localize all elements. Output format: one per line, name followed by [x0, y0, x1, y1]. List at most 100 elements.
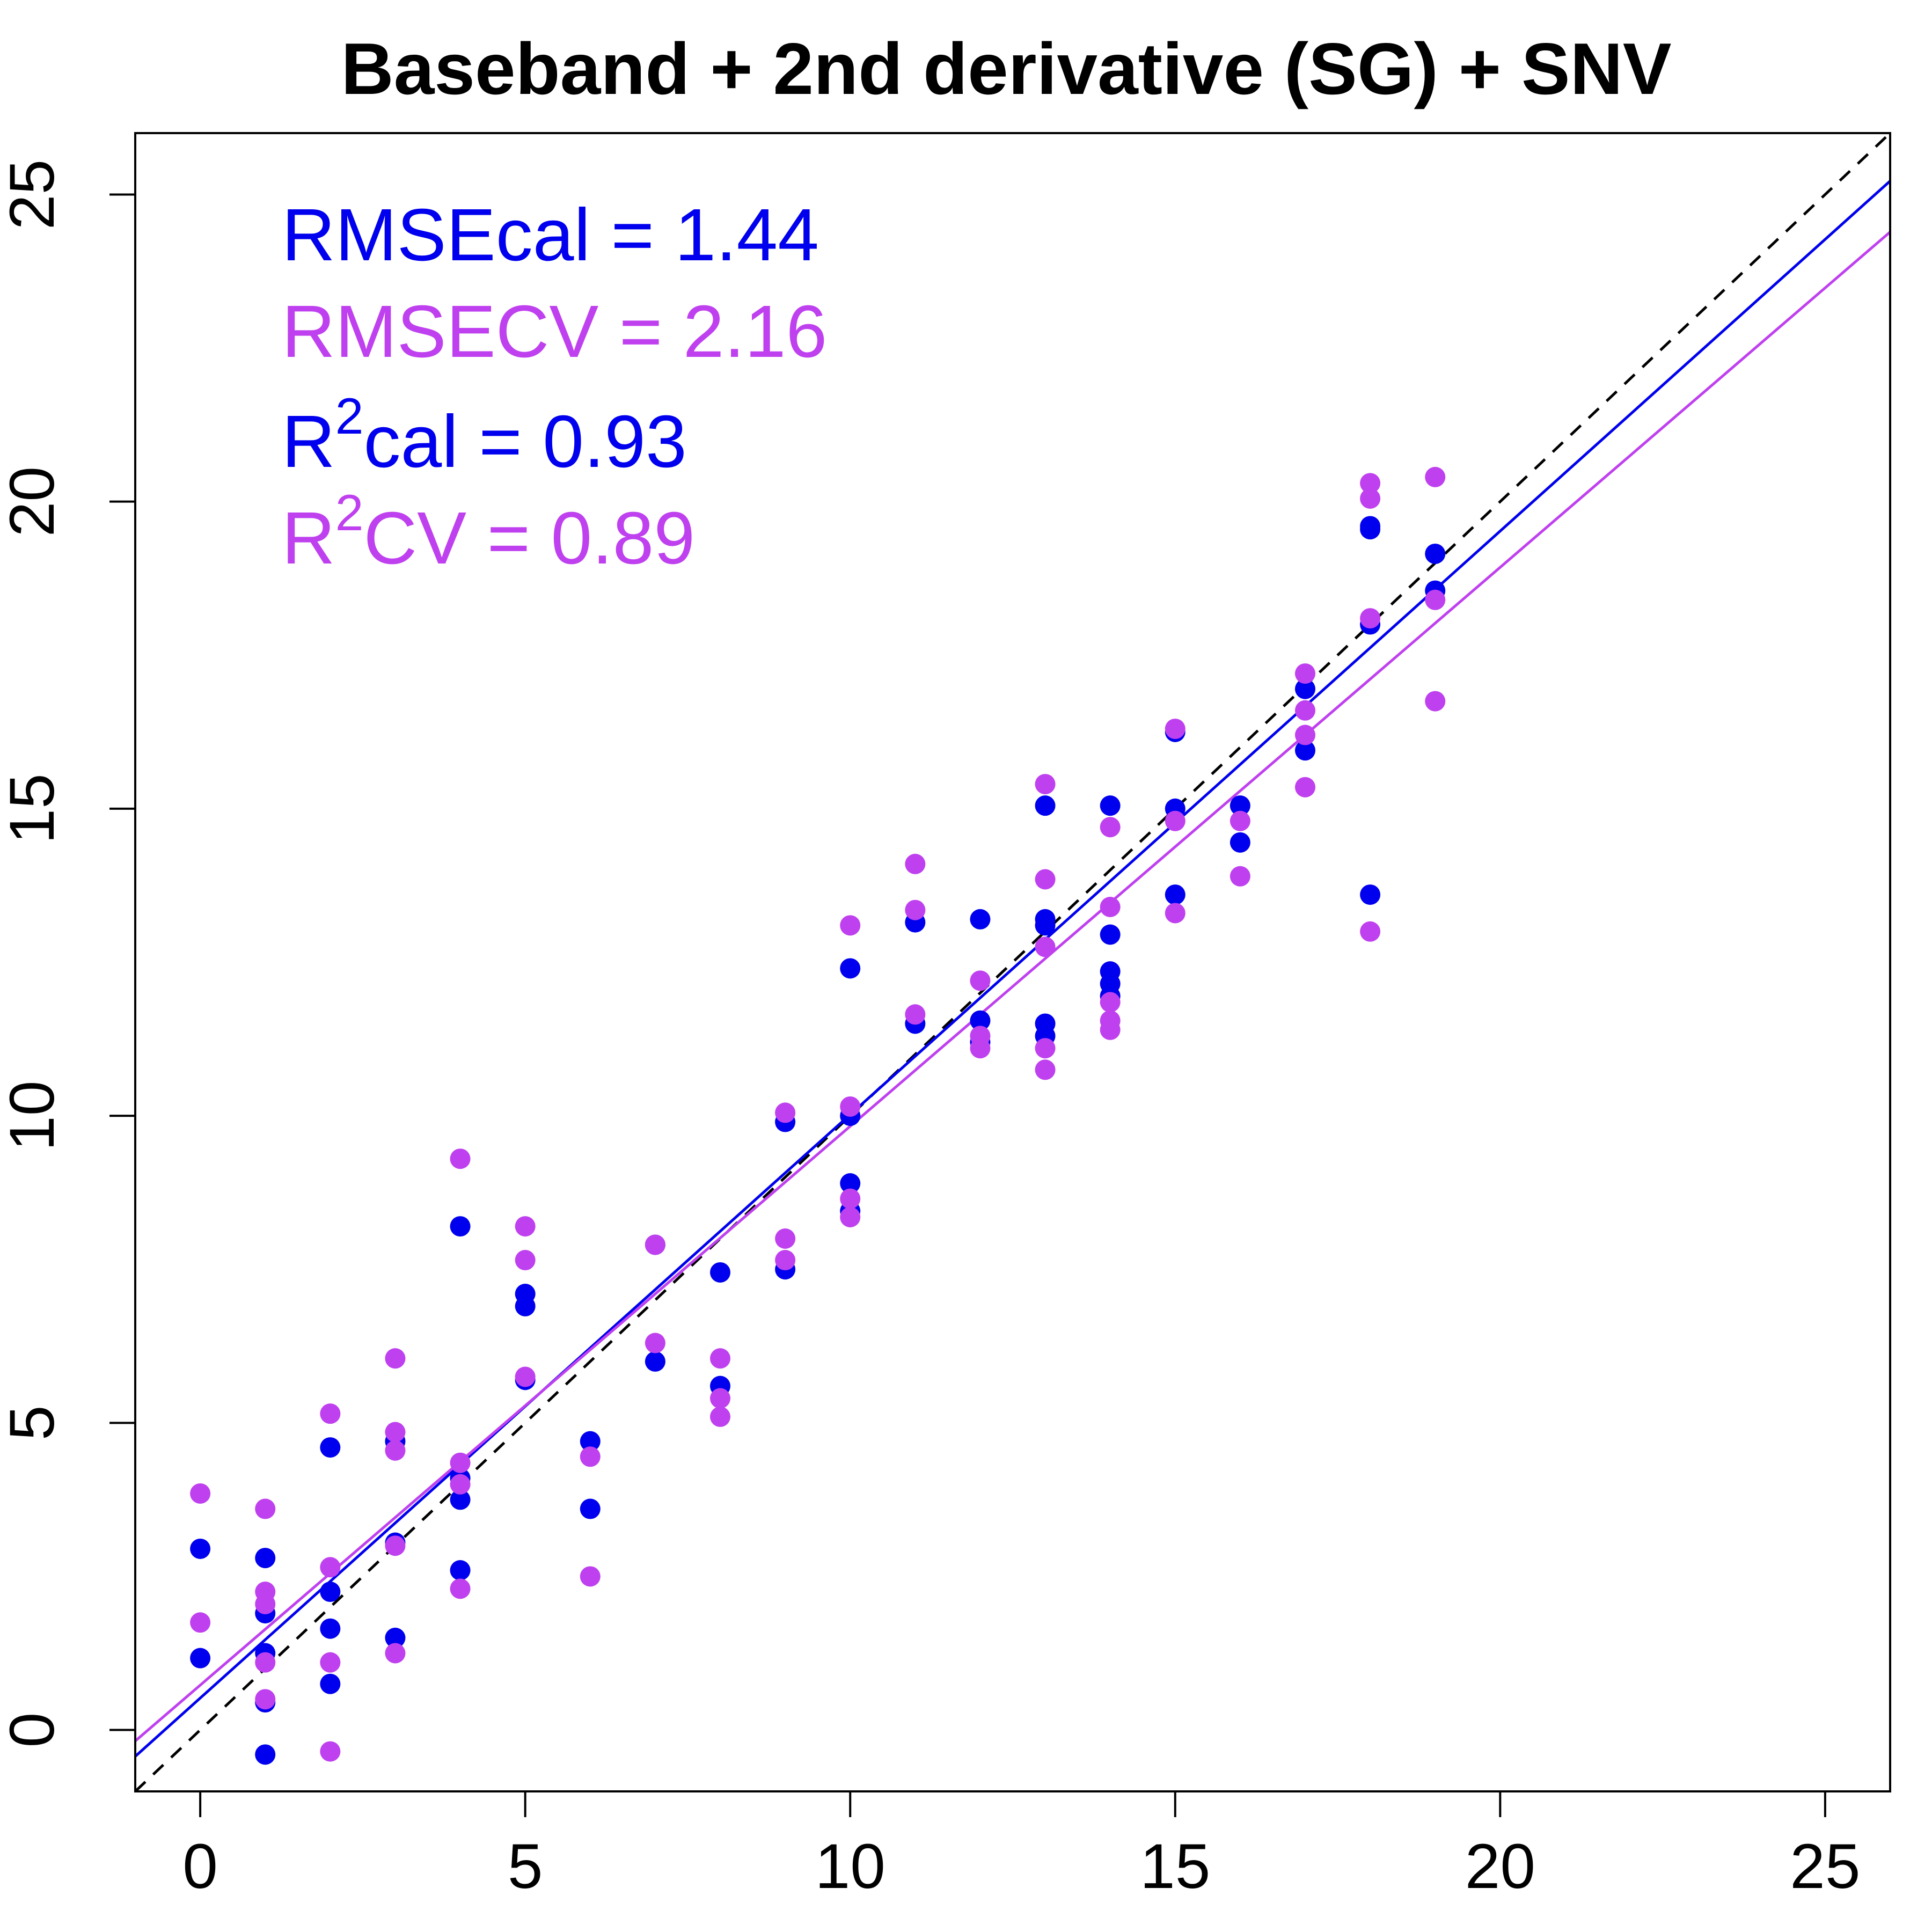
cv-point — [840, 1188, 861, 1209]
r2-cv-prefix: R — [282, 497, 335, 580]
cal-fit-line — [135, 180, 1890, 1758]
cal-point — [1035, 915, 1056, 936]
x-tick-label: 10 — [815, 1831, 885, 1902]
cal-point — [190, 1538, 211, 1559]
cv-point — [775, 1228, 796, 1249]
cv-point — [385, 1422, 406, 1443]
cv-point — [1035, 774, 1056, 795]
cv-point — [710, 1348, 730, 1369]
rmse-cv-label: RMSECV = 2.16 — [282, 290, 827, 373]
stats-annotation: RMSEcal = 1.44 RMSECV = 2.16 R2cal = 0.9… — [282, 194, 827, 580]
cv-point — [515, 1366, 536, 1387]
r2-cv-label: R2CV = 0.89 — [282, 485, 695, 580]
cal-point — [1360, 884, 1381, 905]
y-axis: 0 5 10 15 20 25 — [0, 159, 136, 1748]
cal-point — [1230, 795, 1250, 816]
cv-point — [710, 1388, 730, 1409]
y-tick-label: 0 — [0, 1713, 68, 1748]
cal-point — [970, 909, 991, 930]
x-axis: 0 5 10 15 20 25 — [182, 1790, 1861, 1902]
data-points — [190, 466, 1446, 1765]
r2-cv-superscript: 2 — [335, 485, 364, 541]
cv-point — [1165, 903, 1185, 924]
cal-point — [1100, 795, 1121, 816]
cal-point — [970, 1010, 991, 1031]
x-tick-label: 15 — [1140, 1831, 1210, 1902]
cv-point — [645, 1234, 665, 1255]
cv-point — [450, 1474, 471, 1495]
cv-point — [255, 1498, 276, 1519]
r2-cal-superscript: 2 — [335, 388, 364, 445]
cv-point — [1425, 691, 1446, 712]
cv-point — [970, 1038, 991, 1059]
cv-point — [515, 1216, 536, 1237]
cv-point — [385, 1643, 406, 1664]
cal-point — [1035, 795, 1056, 816]
cv-point — [905, 899, 926, 920]
cal-point — [1165, 884, 1185, 905]
cv-point — [1035, 1059, 1056, 1080]
cv-point — [905, 853, 926, 874]
cal-point — [1295, 678, 1315, 699]
cv-point — [645, 1333, 665, 1353]
cal-point — [1425, 543, 1446, 564]
r2-cal-suffix: cal = 0.93 — [364, 400, 687, 483]
cal-point — [1360, 519, 1381, 540]
cal-point — [1100, 924, 1121, 945]
cal-point — [645, 1351, 665, 1372]
cv-point — [580, 1566, 601, 1587]
cal-point — [580, 1431, 601, 1452]
y-tick-label: 15 — [0, 773, 68, 844]
cal-point — [840, 1173, 861, 1194]
cal-point — [385, 1627, 406, 1648]
cv-point — [450, 1578, 471, 1599]
cv-point — [580, 1446, 601, 1467]
cv-point — [1295, 724, 1315, 745]
cal-point — [580, 1498, 601, 1519]
cv-point — [190, 1612, 211, 1633]
cv-point — [840, 915, 861, 936]
cal-point — [255, 1548, 276, 1569]
r2-cal-prefix: R — [282, 400, 335, 483]
cv-point — [1425, 589, 1446, 610]
cv-point — [840, 1096, 861, 1117]
cv-point — [515, 1250, 536, 1271]
rmse-cal-label: RMSEcal = 1.44 — [282, 194, 819, 276]
cv-point — [1230, 810, 1250, 831]
cv-point — [970, 970, 991, 991]
cal-point — [1230, 832, 1250, 853]
cv-point — [1360, 473, 1381, 494]
y-tick-label: 25 — [0, 159, 68, 230]
cv-point — [1360, 608, 1381, 629]
cv-point — [255, 1652, 276, 1673]
cv-point — [1165, 810, 1185, 831]
cv-point — [1100, 897, 1121, 917]
cv-point — [1360, 921, 1381, 942]
cv-point — [320, 1741, 341, 1762]
cv-point — [255, 1593, 276, 1614]
identity-fit-line — [135, 133, 1890, 1791]
cv-point — [1425, 466, 1446, 487]
cv-point — [1230, 866, 1250, 887]
cal-point — [840, 958, 861, 979]
cv-point — [905, 1004, 926, 1025]
cal-point — [320, 1582, 341, 1602]
y-tick-label: 5 — [0, 1406, 68, 1441]
cv-point — [1100, 1019, 1121, 1040]
cv-point — [320, 1403, 341, 1424]
cal-point — [515, 1296, 536, 1316]
cv-point — [1295, 700, 1315, 721]
cv-point — [385, 1440, 406, 1461]
cv-point — [450, 1452, 471, 1473]
cal-point — [450, 1489, 471, 1510]
x-tick-label: 25 — [1790, 1831, 1860, 1902]
cv-point — [775, 1250, 796, 1271]
cv-point — [1035, 869, 1056, 890]
cv-point — [840, 1206, 861, 1227]
cv-point — [1295, 663, 1315, 684]
cv-point — [1295, 777, 1315, 797]
cal-point — [320, 1618, 341, 1639]
cv-point — [1100, 992, 1121, 1013]
cv-fit-line — [135, 231, 1890, 1743]
